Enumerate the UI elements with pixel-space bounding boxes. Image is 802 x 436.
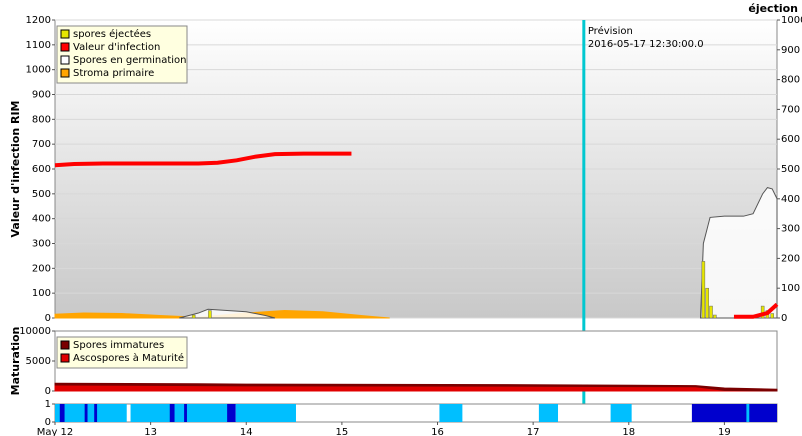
y-tick-label: 1100 (26, 40, 51, 51)
legend-box (56, 25, 188, 84)
y2-tick-label: 100 (781, 283, 800, 294)
y-tick-label: 10000 (19, 326, 51, 337)
legend-swatch (60, 42, 70, 52)
area (179, 308, 276, 319)
y-axis-label: Valeur d'infection RIM (9, 100, 22, 237)
legend-swatch (60, 353, 70, 363)
wetness-segment (227, 404, 236, 422)
wetness-segment (59, 404, 65, 422)
bar (770, 313, 774, 319)
bar (208, 310, 212, 319)
y-axis-label: Maturation (9, 327, 22, 396)
x-tick-label: May 12 (37, 427, 74, 436)
bar (705, 287, 709, 319)
bar (701, 261, 706, 319)
y-tick-label: 100 (32, 288, 51, 299)
area (699, 187, 778, 319)
bar (709, 305, 713, 319)
legend-label: Valeur d'infection (73, 42, 160, 53)
wetness-segment (130, 404, 230, 422)
legend-label: Ascospores à Maturité (73, 352, 184, 364)
y-tick-label: 500 (32, 189, 51, 200)
y2-tick-label: 500 (781, 164, 800, 175)
x-tick-label: 14 (240, 427, 253, 436)
wetness-segment (538, 404, 559, 422)
y-tick-label: 900 (32, 90, 51, 101)
area (54, 382, 778, 392)
y2-tick-label: 300 (781, 224, 800, 235)
legend-box (56, 336, 188, 369)
y-tick-label: 1200 (26, 15, 51, 26)
y2-tick-label: 0 (781, 313, 787, 324)
wetness-segment (94, 404, 98, 422)
legend-label: Spores immatures (73, 340, 164, 351)
legend-swatch (60, 68, 70, 78)
y-tick-label: 0 (45, 417, 51, 428)
y-tick-label: 0 (45, 313, 51, 324)
bar (713, 314, 717, 319)
legend-label: spores éjectées (73, 28, 151, 40)
legend-swatch (60, 340, 70, 350)
line (733, 302, 779, 319)
legend-swatch (60, 55, 70, 65)
y-tick-label: 400 (32, 214, 51, 225)
wetness-segment (169, 404, 175, 422)
bar (191, 314, 196, 319)
y-tick-label: 200 (32, 263, 51, 274)
y-tick-label: 300 (32, 239, 51, 250)
x-tick-label: 15 (336, 427, 349, 436)
wetness-segment (610, 404, 632, 422)
wetness-segment (55, 404, 127, 422)
y-tick-label: 5000 (26, 356, 51, 367)
y2-tick-label: 1000 (781, 15, 802, 26)
y2-tick-label: 600 (781, 134, 800, 145)
wetness-segment (439, 404, 463, 422)
y-tick-label: 700 (32, 139, 51, 150)
x-tick-label: 13 (144, 427, 157, 436)
legend-label: Stroma primaire (73, 68, 154, 79)
legend-swatch (60, 29, 70, 39)
y2-tick-label: 900 (781, 45, 800, 56)
x-tick-label: 18 (622, 427, 635, 436)
wetness-segment (184, 404, 187, 422)
y-tick-label: 600 (32, 164, 51, 175)
y2-axis-label: éjection (748, 2, 798, 15)
y2-tick-label: 400 (781, 194, 800, 205)
wetness-segment (746, 404, 750, 422)
y2-tick-label: 200 (781, 253, 800, 264)
x-tick-label: 17 (527, 427, 540, 436)
wetness-segment (84, 404, 88, 422)
annotation: Prévision (588, 25, 633, 37)
x-tick-label: 16 (431, 427, 444, 436)
wetness-segment (691, 404, 777, 422)
annotation: 2016-05-17 12:30:00.0 (588, 39, 704, 50)
legend-label: Spores en germination (73, 55, 187, 66)
y2-tick-label: 700 (781, 104, 800, 115)
wetness-segment (235, 404, 296, 422)
x-tick-label: 19 (718, 427, 731, 436)
y2-tick-label: 800 (781, 75, 800, 86)
y-tick-label: 1 (45, 399, 51, 410)
y-tick-label: 0 (45, 386, 51, 397)
y-tick-label: 1000 (26, 65, 51, 76)
line (54, 151, 352, 168)
y-tick-label: 800 (32, 114, 51, 125)
